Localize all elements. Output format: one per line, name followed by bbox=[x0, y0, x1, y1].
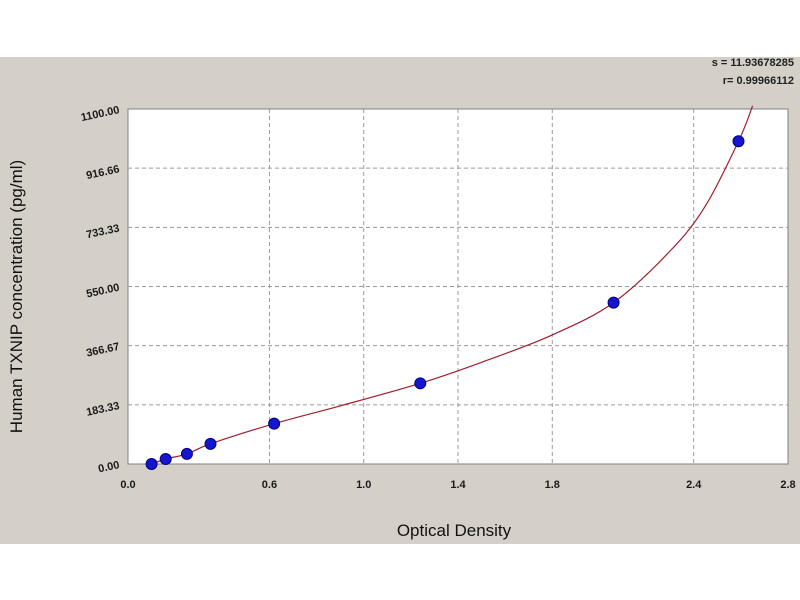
data-points bbox=[145, 135, 745, 470]
y-tick-labels: 0.00 183.33 366.67 550.00 733.33 916.66 1100.0… bbox=[80, 104, 121, 475]
x-tick-label: 1.4 bbox=[450, 479, 466, 491]
data-point bbox=[204, 437, 217, 450]
x-axis-title: Optical Density bbox=[397, 521, 512, 540]
x-tick-label: 2.4 bbox=[686, 479, 702, 491]
y-axis-title: Human TXNIP concentration (pg/ml) bbox=[7, 160, 26, 433]
y-tick-label: 916.66 bbox=[85, 163, 120, 182]
stat-s-value: s = 11.93678285 bbox=[711, 57, 794, 69]
scatter-chart: 0.0 0.6 1.0 1.4 1.8 2.4 2.8 0.00 183.33 366.67 55… bbox=[7, 104, 796, 540]
data-point bbox=[607, 296, 620, 309]
data-point bbox=[732, 135, 745, 148]
x-tick-label: 1.0 bbox=[356, 479, 371, 491]
stat-r-value: r= 0.99966112 bbox=[722, 75, 794, 87]
data-point bbox=[180, 447, 193, 460]
x-tick-label: 0.0 bbox=[120, 479, 135, 491]
y-tick-label: 550.00 bbox=[85, 282, 120, 301]
y-tick-label: 366.67 bbox=[85, 341, 120, 360]
data-point bbox=[414, 377, 427, 390]
grid-lines bbox=[128, 109, 788, 464]
data-point bbox=[159, 452, 172, 465]
y-tick-label: 183.33 bbox=[85, 400, 120, 419]
y-tick-label: 0.00 bbox=[97, 459, 120, 475]
chart-figure: 0.0 0.6 1.0 1.4 1.8 2.4 2.8 0.00 183.33 366.67 55… bbox=[0, 57, 800, 544]
y-tick-label: 733.33 bbox=[85, 223, 120, 242]
x-tick-label: 1.8 bbox=[545, 479, 560, 491]
x-tick-label: 2.8 bbox=[780, 479, 795, 491]
y-tick-label: 1100.00 bbox=[80, 104, 121, 124]
x-tick-labels: 0.0 0.6 1.0 1.4 1.8 2.4 2.8 bbox=[120, 479, 795, 491]
x-tick-label: 0.6 bbox=[262, 479, 277, 491]
data-point bbox=[145, 458, 158, 470]
data-point bbox=[268, 417, 281, 430]
